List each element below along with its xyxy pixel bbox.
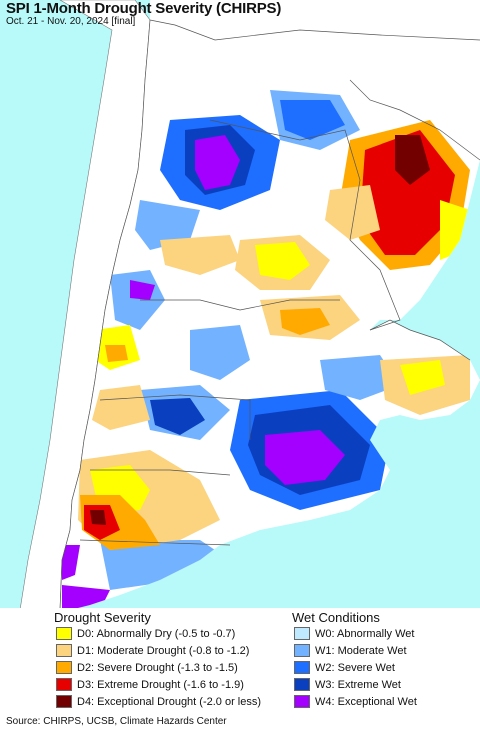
legend-item-d3: D3: Extreme Drought (-1.6 to -1.9) <box>56 677 244 692</box>
source-credit: Source: CHIRPS, UCSB, Climate Hazards Ce… <box>6 716 227 727</box>
legend-item-w1: W1: Moderate Wet <box>294 643 407 658</box>
legend-item-d2: D2: Severe Drought (-1.3 to -1.5) <box>56 660 238 675</box>
map-svg <box>0 0 480 610</box>
legend-item-w2: W2: Severe Wet <box>294 660 395 675</box>
legend-swatch <box>56 627 72 640</box>
legend-swatch <box>294 661 310 674</box>
legend-item-w3: W3: Extreme Wet <box>294 677 401 692</box>
legend-label: W0: Abnormally Wet <box>315 627 415 640</box>
legend: Drought Severity Wet Conditions D0: Abno… <box>0 608 480 712</box>
legend-swatch <box>294 678 310 691</box>
bolivia-peru-land <box>150 0 480 40</box>
map-subtitle: Oct. 21 - Nov. 20, 2024 [final] <box>6 16 136 27</box>
legend-swatch <box>56 644 72 657</box>
legend-label: D1: Moderate Drought (-0.8 to -1.2) <box>77 644 250 657</box>
legend-swatch <box>294 644 310 657</box>
map-title: SPI 1-Month Drought Severity (CHIRPS) <box>6 0 282 17</box>
legend-swatch <box>56 661 72 674</box>
legend-label: W4: Exceptional Wet <box>315 695 417 708</box>
legend-label: D4: Exceptional Drought (-2.0 or less) <box>77 695 262 708</box>
borders <box>59 19 480 610</box>
legend-label: D3: Extreme Drought (-1.6 to -1.9) <box>77 678 244 691</box>
legend-label: D0: Abnormally Dry (-0.5 to -0.7) <box>77 627 236 640</box>
drought-legend-title: Drought Severity <box>54 610 151 625</box>
legend-item-w0: W0: Abnormally Wet <box>294 626 414 641</box>
legend-item-d0: D0: Abnormally Dry (-0.5 to -0.7) <box>56 626 235 641</box>
legend-item-w4: W4: Exceptional Wet <box>294 694 417 709</box>
legend-swatch <box>56 695 72 708</box>
legend-swatch <box>56 678 72 691</box>
drought-map <box>0 0 480 610</box>
wet-legend-title: Wet Conditions <box>292 610 380 625</box>
legend-label: W1: Moderate Wet <box>315 644 407 657</box>
legend-label: W2: Severe Wet <box>315 661 395 674</box>
legend-label: W3: Extreme Wet <box>315 678 401 691</box>
legend-item-d4: D4: Exceptional Drought (-2.0 or less) <box>56 694 261 709</box>
legend-swatch <box>294 695 310 708</box>
atlantic-ocean <box>70 380 480 610</box>
legend-swatch <box>294 627 310 640</box>
legend-label: D2: Severe Drought (-1.3 to -1.5) <box>77 661 238 674</box>
legend-item-d1: D1: Moderate Drought (-0.8 to -1.2) <box>56 643 249 658</box>
